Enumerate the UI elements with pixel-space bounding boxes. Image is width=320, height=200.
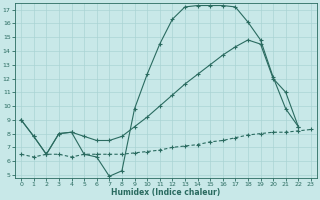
X-axis label: Humidex (Indice chaleur): Humidex (Indice chaleur) [111,188,221,197]
